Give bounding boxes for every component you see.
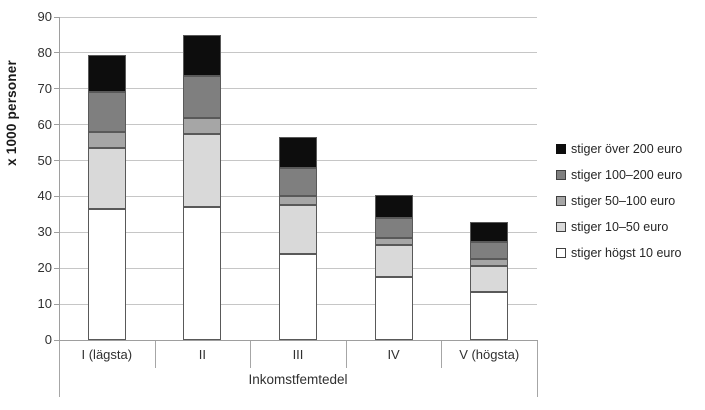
bar-segment: [374, 237, 413, 245]
bar-segment: [87, 131, 126, 148]
bar-V (högsta): [470, 221, 509, 340]
category-separator: [154, 341, 156, 368]
bar-segment: [279, 196, 317, 206]
legend-label: stiger högst 10 euro: [571, 246, 682, 260]
x-tick-label: IV: [387, 347, 400, 362]
x-axis-title: Inkomstfemtedel: [248, 372, 348, 387]
legend-swatch-icon: [556, 248, 566, 258]
y-tick-label: 90: [37, 9, 52, 24]
x-tick-label: V (högsta): [459, 347, 520, 362]
legend-item: stiger 10–50 euro: [556, 219, 704, 235]
x-tick-label: I (lägsta): [81, 347, 133, 362]
legend-swatch-icon: [556, 144, 566, 154]
y-tick-label: 60: [37, 116, 52, 132]
bar-segment: [87, 92, 126, 132]
bar-segment: [183, 34, 222, 77]
y-tick-label: 10: [37, 296, 52, 312]
y-tick-mark: [54, 88, 59, 90]
legend-swatch-icon: [556, 222, 566, 232]
legend-label: stiger 100–200 euro: [571, 168, 683, 182]
bar-segment: [183, 133, 222, 208]
y-tick-mark: [54, 231, 59, 233]
y-tick-mark: [54, 339, 59, 341]
y-tick-label: 70: [37, 80, 52, 96]
y-tick-mark: [54, 160, 59, 162]
x-axis-line: [59, 340, 538, 341]
y-tick-label: 20: [37, 260, 52, 276]
legend-item: stiger högst 10 euro: [556, 245, 704, 261]
x-tick-label: III: [292, 347, 304, 362]
bar-I (lägsta): [87, 54, 126, 340]
legend-swatch-icon: [556, 196, 566, 206]
y-tick-label: 50: [37, 152, 52, 168]
legend-label: stiger 10–50 euro: [571, 220, 669, 234]
x-tick-label: II: [198, 347, 206, 362]
gridline: [59, 88, 537, 90]
y-tick-mark: [54, 267, 59, 269]
bar-segment: [183, 117, 222, 134]
y-axis-line: [59, 17, 60, 340]
bar-segment: [87, 54, 126, 93]
category-separator: [345, 341, 347, 368]
bar-segment: [470, 291, 509, 340]
y-tick-mark: [54, 16, 59, 18]
bar-segment: [470, 221, 509, 243]
gridline: [59, 16, 537, 18]
y-tick-label: 30: [37, 224, 52, 240]
bar-segment: [279, 167, 317, 197]
bar-segment: [470, 259, 509, 267]
bar-segment: [470, 266, 509, 292]
bar-segment: [183, 76, 222, 118]
bar-segment: [87, 209, 126, 340]
category-separator: [441, 341, 443, 368]
y-tick-label: 80: [37, 44, 52, 60]
category-separator: [537, 341, 538, 397]
bar-II: [183, 34, 222, 340]
y-tick-label: 40: [37, 188, 52, 204]
bar-segment: [374, 194, 413, 218]
bar-segment: [470, 242, 509, 260]
bar-segment: [183, 207, 222, 340]
bar-segment: [87, 148, 126, 209]
legend-label: stiger 50–100 euro: [571, 194, 676, 208]
bar-IV: [374, 194, 413, 340]
gridline: [59, 52, 537, 54]
bar-segment: [279, 137, 317, 168]
legend-item: stiger 50–100 euro: [556, 193, 704, 209]
bar-segment: [374, 217, 413, 238]
y-tick-label: 0: [44, 332, 52, 347]
legend-label: stiger över 200 euro: [571, 142, 683, 156]
legend-swatch-icon: [556, 170, 566, 180]
legend-item: stiger över 200 euro: [556, 141, 704, 157]
bar-segment: [279, 205, 317, 254]
bar-segment: [374, 244, 413, 278]
legend-item: stiger 100–200 euro: [556, 167, 704, 183]
y-tick-mark: [54, 303, 59, 305]
category-separator: [250, 341, 252, 368]
y-tick-mark: [54, 52, 59, 54]
bar-segment: [279, 253, 317, 340]
bar-III: [279, 137, 317, 340]
category-separator: [59, 341, 60, 397]
gridline: [59, 124, 537, 126]
bar-segment: [374, 277, 413, 340]
legend: stiger över 200 euro stiger 100–200 euro s…: [556, 141, 704, 271]
y-tick-mark: [54, 124, 59, 126]
y-tick-mark: [54, 195, 59, 197]
